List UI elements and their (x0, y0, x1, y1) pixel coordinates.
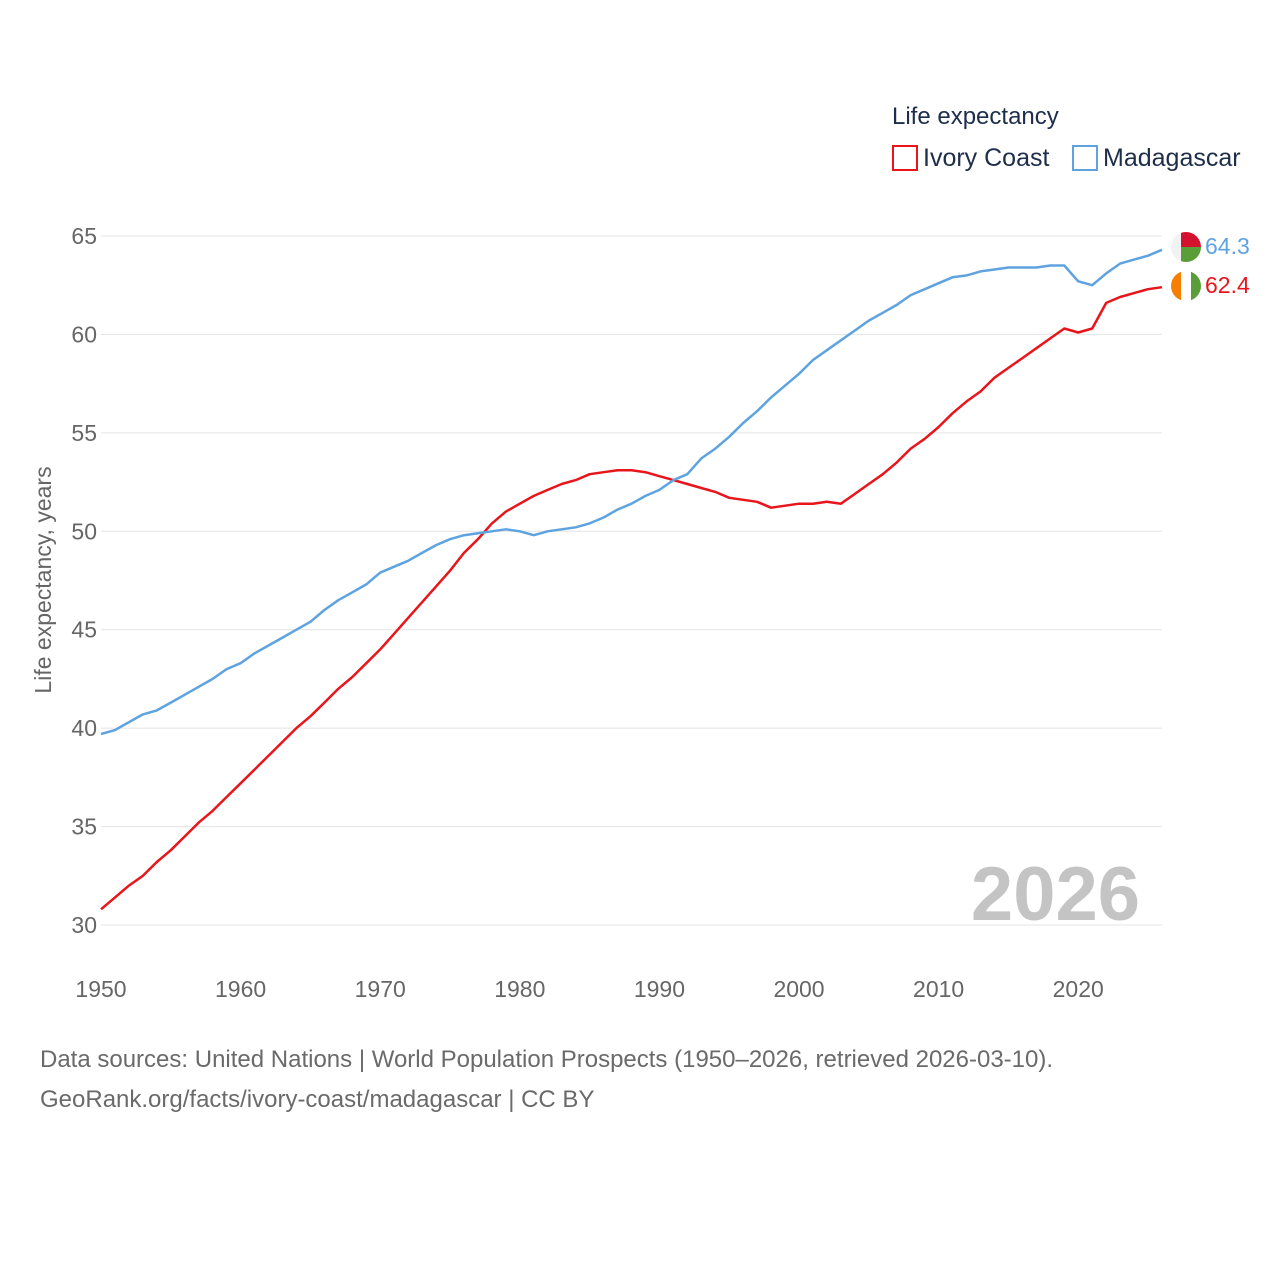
y-tick-label: 60 (71, 321, 97, 347)
series-lines (100, 248, 1163, 911)
y-tick-label: 55 (71, 420, 97, 446)
y-tick-label: 50 (71, 518, 97, 544)
end-label-ivory-coast: 62.4 (1205, 272, 1250, 298)
x-tick-label: 1990 (634, 976, 685, 1002)
x-tick-label: 1960 (215, 976, 266, 1002)
legend-swatch-ivory-coast[interactable] (892, 145, 918, 171)
x-tick-label: 1980 (494, 976, 545, 1002)
x-tick-label: 2020 (1053, 976, 1104, 1002)
footer-link[interactable]: GeoRank.org/facts/ivory-coast/madagascar… (40, 1086, 595, 1113)
madagascar-flag-icon (1171, 232, 1201, 262)
x-tick-label: 1970 (355, 976, 406, 1002)
legend-title: Life expectancy (892, 103, 1059, 130)
footer-sources: Data sources: United Nations | World Pop… (40, 1046, 1054, 1073)
series-line-ivory-coast[interactable] (100, 285, 1163, 911)
legend-label-ivory-coast[interactable]: Ivory Coast (923, 144, 1049, 172)
legend-label-madagascar[interactable]: Madagascar (1103, 144, 1241, 172)
x-axis-ticks: 1950 1960 1970 1980 1990 2000 2010 2020 (75, 976, 1103, 1002)
y-tick-label: 45 (71, 617, 97, 643)
y-tick-label: 35 (71, 814, 97, 840)
end-label-madagascar: 64.3 (1205, 233, 1250, 259)
x-tick-label: 1950 (75, 976, 126, 1002)
y-axis-ticks: 30 35 40 45 50 55 60 65 (71, 223, 97, 938)
legend: Life expectancy Ivory Coast Madagascar (892, 103, 1241, 172)
series-line-madagascar[interactable] (100, 248, 1163, 736)
y-tick-label: 65 (71, 223, 97, 249)
y-tick-label: 40 (71, 715, 97, 741)
y-tick-label: 30 (71, 912, 97, 938)
ivory-coast-flag-icon (1171, 271, 1201, 301)
x-tick-label: 2000 (773, 976, 824, 1002)
footer: Data sources: United Nations | World Pop… (40, 1040, 1053, 1120)
current-year-label: 2026 (971, 852, 1140, 937)
y-axis-title: Life expectancy, years (30, 466, 56, 693)
legend-swatch-madagascar[interactable] (1072, 145, 1098, 171)
gridlines (101, 235, 1162, 926)
x-tick-label: 2010 (913, 976, 964, 1002)
